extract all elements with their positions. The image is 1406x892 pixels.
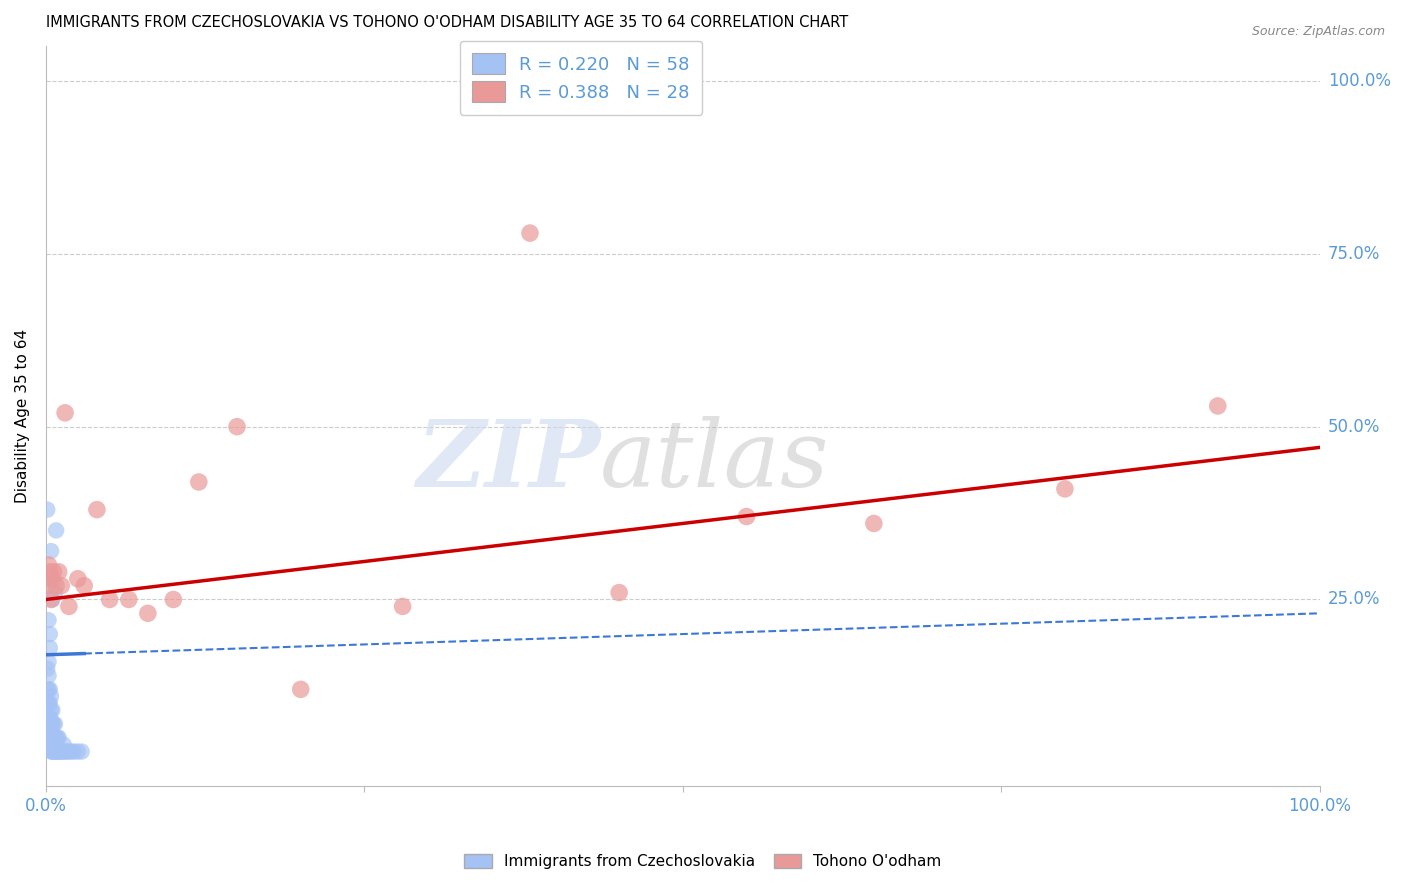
Point (39, 544, 62, 558)
Point (37, 502, 59, 516)
Text: atlas: atlas (600, 416, 830, 506)
Point (41, 703, 63, 717)
Point (38, 613, 60, 627)
Point (39, 592, 62, 607)
Point (39, 690, 62, 704)
Point (41, 745, 63, 759)
Point (38, 738, 60, 752)
Point (45, 745, 67, 759)
Point (39, 745, 62, 759)
Point (226, 419, 249, 434)
Point (44, 585, 66, 599)
Point (44, 717, 66, 731)
Legend: R = 0.220   N = 58, R = 0.388   N = 28: R = 0.220 N = 58, R = 0.388 N = 28 (460, 41, 702, 115)
Point (52, 738, 75, 752)
Point (39, 703, 62, 717)
Point (118, 592, 141, 607)
Point (38, 655, 60, 669)
Point (38, 558, 60, 572)
Point (38, 668, 60, 682)
Point (49, 745, 72, 759)
Point (60, 745, 83, 759)
Point (51, 745, 73, 759)
Point (45, 524, 67, 538)
Point (37, 579, 59, 593)
Text: IMMIGRANTS FROM CZECHOSLOVAKIA VS TOHONO O'ODHAM DISABILITY AGE 35 TO 64 CORRELA: IMMIGRANTS FROM CZECHOSLOVAKIA VS TOHONO… (46, 15, 848, 30)
Point (46, 745, 69, 759)
Point (38, 696, 60, 710)
Point (66, 572, 89, 586)
Point (519, 226, 541, 240)
Point (48, 565, 70, 579)
Point (63, 745, 86, 759)
Point (38, 723, 60, 738)
Point (37, 696, 59, 710)
Point (98, 592, 121, 607)
Text: 100.0%: 100.0% (1329, 72, 1391, 90)
Point (735, 509, 758, 524)
Text: 75.0%: 75.0% (1329, 244, 1381, 263)
Y-axis label: Disability Age 35 to 64: Disability Age 35 to 64 (15, 329, 30, 503)
Point (391, 599, 413, 614)
Text: 50.0%: 50.0% (1329, 417, 1381, 435)
Point (38, 627, 60, 641)
Point (42, 565, 65, 579)
Point (37, 682, 59, 697)
Text: 25.0%: 25.0% (1329, 591, 1381, 608)
Point (187, 475, 209, 489)
Point (53, 745, 76, 759)
Legend: Immigrants from Czechoslovakia, Tohono O'odham: Immigrants from Czechoslovakia, Tohono O… (458, 848, 948, 875)
Point (39, 731, 62, 745)
Point (44, 745, 66, 759)
Point (55, 745, 77, 759)
Point (48, 745, 70, 759)
Point (51, 579, 73, 593)
Point (44, 731, 66, 745)
Point (39, 717, 62, 731)
Point (45, 579, 67, 593)
Point (86, 502, 108, 516)
Point (48, 731, 70, 745)
Point (41, 572, 63, 586)
Point (37, 710, 59, 724)
Point (38, 565, 60, 579)
Point (38, 696, 60, 710)
Point (41, 592, 63, 607)
Text: ZIP: ZIP (416, 416, 600, 506)
Point (162, 592, 184, 607)
Point (37, 662, 59, 676)
Point (863, 516, 886, 531)
Point (38, 710, 60, 724)
Point (37, 731, 59, 745)
Point (38, 738, 60, 752)
Point (38, 572, 60, 586)
Point (58, 599, 80, 614)
Point (38, 723, 60, 738)
Point (41, 717, 63, 731)
Point (38, 682, 60, 697)
Point (70, 745, 93, 759)
Point (38, 710, 60, 724)
Text: Source: ZipAtlas.com: Source: ZipAtlas.com (1251, 25, 1385, 38)
Point (1053, 482, 1076, 496)
Point (607, 585, 630, 599)
Point (1206, 399, 1229, 413)
Point (41, 731, 63, 745)
Point (42, 717, 65, 731)
Point (45, 731, 67, 745)
Point (38, 640, 60, 655)
Point (66, 745, 89, 759)
Point (42, 731, 65, 745)
Point (42, 745, 65, 759)
Point (290, 682, 312, 697)
Point (51, 745, 73, 759)
Point (53, 406, 76, 420)
Point (38, 682, 60, 697)
Point (46, 731, 69, 745)
Point (136, 607, 159, 621)
Point (73, 579, 96, 593)
Point (58, 745, 80, 759)
